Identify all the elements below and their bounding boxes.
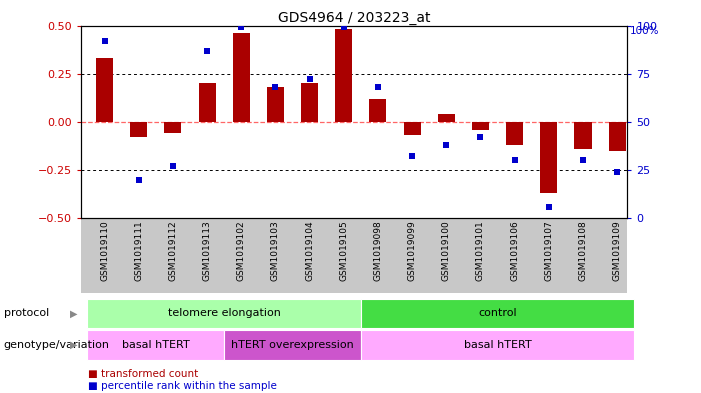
Text: GSM1019104: GSM1019104 [305,220,314,281]
Text: hTERT overexpression: hTERT overexpression [231,340,354,350]
Text: GSM1019100: GSM1019100 [442,220,451,281]
Point [407,153,418,160]
Bar [437,114,455,122]
Text: GSM1019106: GSM1019106 [510,220,519,281]
Point [168,163,179,169]
Point [99,38,110,44]
Title: GDS4964 / 203223_at: GDS4964 / 203223_at [278,11,430,24]
Bar [96,58,113,122]
Text: GSM1019108: GSM1019108 [578,220,587,281]
Bar [198,83,216,122]
Text: control: control [478,309,517,318]
Bar [335,29,353,122]
Text: basal hTERT: basal hTERT [122,340,190,350]
Text: GSM1019112: GSM1019112 [168,220,177,281]
Text: protocol: protocol [4,309,49,318]
Text: GSM1019113: GSM1019113 [203,220,212,281]
Text: GSM1019105: GSM1019105 [339,220,348,281]
Text: GSM1019103: GSM1019103 [271,220,280,281]
Bar [164,122,182,133]
Point [133,176,144,183]
Text: ■ percentile rank within the sample: ■ percentile rank within the sample [88,381,276,391]
Text: telomere elongation: telomere elongation [168,309,280,318]
Text: 100%: 100% [630,26,660,35]
Text: basal hTERT: basal hTERT [463,340,531,350]
Point [372,84,383,90]
Bar [301,83,318,122]
Bar [233,33,250,122]
Bar [267,87,284,122]
Point [475,134,486,140]
Text: GSM1019110: GSM1019110 [100,220,109,281]
Text: GSM1019111: GSM1019111 [134,220,143,281]
Bar [472,122,489,130]
Bar [608,122,626,151]
Text: GSM1019098: GSM1019098 [374,220,383,281]
Point [543,204,554,210]
Point [509,157,520,163]
Point [201,48,212,54]
Point [338,24,349,31]
Text: ▶: ▶ [69,309,77,318]
Text: GSM1019101: GSM1019101 [476,220,485,281]
Point [270,84,281,90]
Point [611,169,622,175]
Bar [506,122,523,145]
Text: GSM1019102: GSM1019102 [237,220,246,281]
Bar [574,122,592,149]
Point [304,76,315,83]
Point [441,142,452,148]
Bar [130,122,147,137]
Text: GSM1019109: GSM1019109 [613,220,622,281]
Bar [369,99,386,122]
Point [236,24,247,31]
Text: genotype/variation: genotype/variation [4,340,109,350]
Text: GSM1019099: GSM1019099 [407,220,416,281]
Bar [540,122,557,193]
Text: ■ transformed count: ■ transformed count [88,369,198,379]
Bar [404,122,421,135]
Text: ▶: ▶ [69,340,77,350]
Text: GSM1019107: GSM1019107 [544,220,553,281]
Point [578,157,589,163]
